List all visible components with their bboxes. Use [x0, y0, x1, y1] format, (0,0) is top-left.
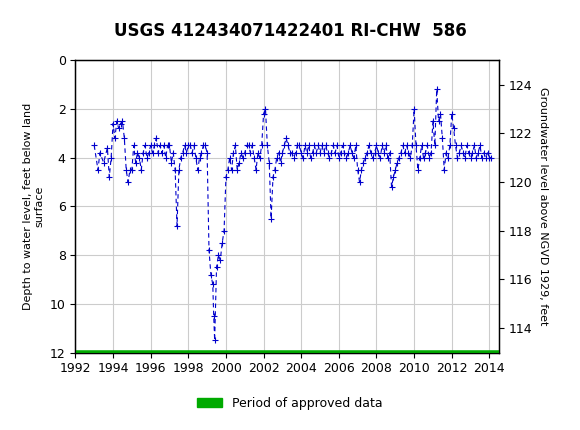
- Text: ≡USGS: ≡USGS: [12, 10, 70, 29]
- Text: USGS 412434071422401 RI-CHW  586: USGS 412434071422401 RI-CHW 586: [114, 22, 466, 40]
- Legend: Period of approved data: Period of approved data: [192, 392, 388, 415]
- Y-axis label: Groundwater level above NGVD 1929, feet: Groundwater level above NGVD 1929, feet: [538, 87, 548, 326]
- Y-axis label: Depth to water level, feet below land
surface: Depth to water level, feet below land su…: [23, 103, 44, 310]
